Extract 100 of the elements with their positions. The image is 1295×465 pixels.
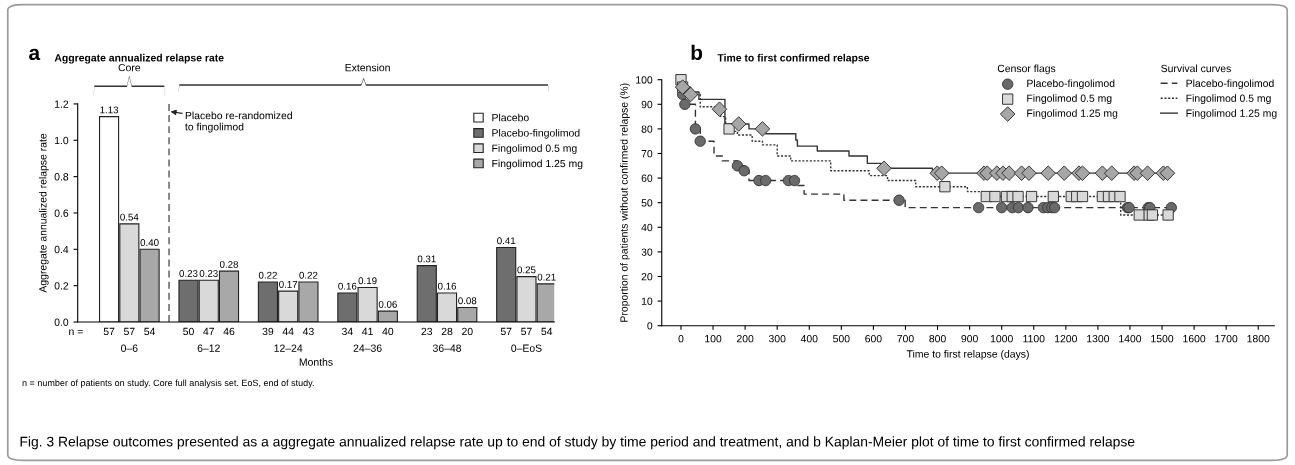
x-tick-label: 1100 — [1023, 334, 1045, 343]
x-tick-label: 200 — [736, 334, 754, 343]
y-tick-label: 10 — [641, 297, 653, 305]
y-tick-label: 90 — [641, 100, 653, 109]
text: Core — [118, 63, 141, 72]
text: 41 — [362, 327, 373, 336]
text: Extension — [345, 63, 390, 72]
x-tick-label: 0 — [678, 334, 684, 343]
text: b — [691, 44, 703, 61]
data-label: 0.22 — [299, 271, 318, 279]
x-tick-label: 100 — [705, 334, 722, 343]
text: 54 — [144, 327, 156, 336]
y-tick-label: 0.6 — [54, 209, 69, 217]
text: a — [29, 48, 41, 61]
x-tick-label: 0–EoS — [511, 344, 542, 352]
text: 43 — [302, 327, 314, 336]
y-axis-title: Aggregate annualized relapse rate — [38, 133, 49, 293]
data-label: 0.31 — [417, 255, 436, 263]
y-tick-label: 0.4 — [54, 245, 69, 254]
chart-title: Aggregate annualized relapse rate — [54, 53, 224, 64]
data-label: 0.16 — [437, 282, 457, 290]
text: 57 — [521, 327, 532, 336]
legend-title: Censor flags — [997, 64, 1056, 75]
x-axis-title: Months — [299, 358, 333, 366]
data-label: 1.13 — [100, 106, 119, 114]
x-tick-label: 800 — [929, 334, 946, 343]
legend-label: Fingolimod 1.25 mg — [1027, 109, 1118, 119]
legend-label: Placebo-fingolimod — [1186, 79, 1274, 90]
data-label: 0.17 — [279, 280, 298, 288]
y-tick-label: 100 — [636, 76, 653, 84]
data-label: 0.40 — [140, 239, 159, 247]
text: 28 — [441, 327, 453, 336]
annotation: Placebo re-randomized to fingolimod — [185, 111, 292, 133]
y-tick-label: 0.2 — [54, 282, 69, 290]
text: 44 — [282, 327, 294, 336]
text: 23 — [421, 327, 433, 336]
x-tick-label: 1600 — [1183, 334, 1206, 343]
x-tick-label: 6–12 — [197, 344, 220, 352]
y-tick-label: 20 — [641, 272, 653, 281]
y-tick-label: 1.0 — [54, 136, 69, 145]
legend-label: Placebo-fingolimod — [492, 128, 580, 139]
x-axis-title: Time to first relapse (days) — [906, 349, 1029, 360]
data-label: 0.25 — [517, 266, 536, 274]
x-tick-label: 1700 — [1215, 334, 1238, 343]
y-tick-label: 30 — [641, 248, 653, 256]
text: 57 — [103, 327, 115, 336]
text: 39 — [262, 327, 274, 336]
data-label: 0.21 — [537, 273, 556, 281]
x-tick-label: 500 — [833, 334, 850, 343]
legend-label: Fingolimod 1.25 mg — [1186, 109, 1277, 119]
data-label: 0.06 — [378, 300, 397, 308]
legend-label: Placebo — [492, 113, 529, 122]
text: 57 — [123, 327, 135, 336]
x-tick-label: 600 — [865, 334, 882, 343]
text: 50 — [183, 327, 194, 336]
legend-label: Placebo-fingolimod — [1027, 79, 1115, 90]
y-tick-label: 70 — [641, 150, 653, 158]
legend-label: Fingolimod 0.5 mg — [1186, 94, 1271, 105]
data-label: 0.16 — [338, 282, 357, 290]
data-label: 0.08 — [458, 297, 477, 305]
data-label: 0.54 — [120, 213, 139, 221]
y-tick-label: 60 — [641, 174, 653, 182]
x-tick-label: 36–48 — [432, 344, 462, 352]
data-label: 0.28 — [219, 260, 239, 268]
data-label: 0.23 — [199, 270, 218, 277]
y-tick-label: 80 — [641, 125, 653, 133]
text: 47 — [203, 327, 215, 336]
y-tick-label: 0 — [647, 322, 653, 330]
data-label: 0.22 — [258, 271, 277, 279]
x-tick-label: 300 — [768, 334, 786, 343]
text: 20 — [462, 327, 473, 336]
x-tick-label: 700 — [897, 334, 914, 343]
x-tick-label: 1400 — [1119, 334, 1142, 343]
legend-label: Fingolimod 0.5 mg — [492, 144, 577, 154]
y-axis-title: Proportion of patients without confirmed relapse (%) — [620, 83, 630, 322]
x-tick-label: 1000 — [990, 334, 1013, 343]
y-tick-label: 40 — [641, 223, 653, 232]
x-tick-label: 12–24 — [274, 344, 303, 352]
legend-label: Fingolimod 0.5 mg — [1027, 94, 1112, 105]
chart-title: Time to first confirmed relapse — [717, 53, 870, 64]
y-tick-label: 0.8 — [54, 173, 69, 181]
x-tick-label: 1300 — [1087, 334, 1110, 343]
text: 40 — [382, 327, 394, 336]
x-tick-label: 900 — [961, 334, 978, 343]
caption: Fig. 3 Relapse outcomes presented as a aggregate annualized relapse rate up to end of study by time period and treatment, and b Kaplan-Meier plot of time to first confirmed relapse — [20, 436, 1135, 450]
text: 34 — [341, 327, 353, 336]
x-tick-label: 0–6 — [121, 344, 138, 352]
x-tick-label: 1200 — [1055, 334, 1078, 343]
text: n = — [69, 329, 83, 336]
data-label: 0.19 — [358, 277, 377, 285]
legend-label: Fingolimod 1.25 mg — [492, 159, 583, 170]
y-tick-label: 1.2 — [54, 100, 69, 108]
y-tick-label: 0.0 — [54, 318, 69, 326]
y-tick-label: 50 — [641, 199, 653, 207]
text: n = number of patients on study. Core full analysis set. EoS, end of study. — [22, 379, 314, 388]
x-tick-label: 24–36 — [353, 344, 382, 352]
x-tick-label: 400 — [800, 334, 818, 343]
text: 54 — [541, 327, 553, 336]
data-label: 0.41 — [497, 237, 516, 245]
x-tick-label: 1800 — [1247, 334, 1270, 343]
